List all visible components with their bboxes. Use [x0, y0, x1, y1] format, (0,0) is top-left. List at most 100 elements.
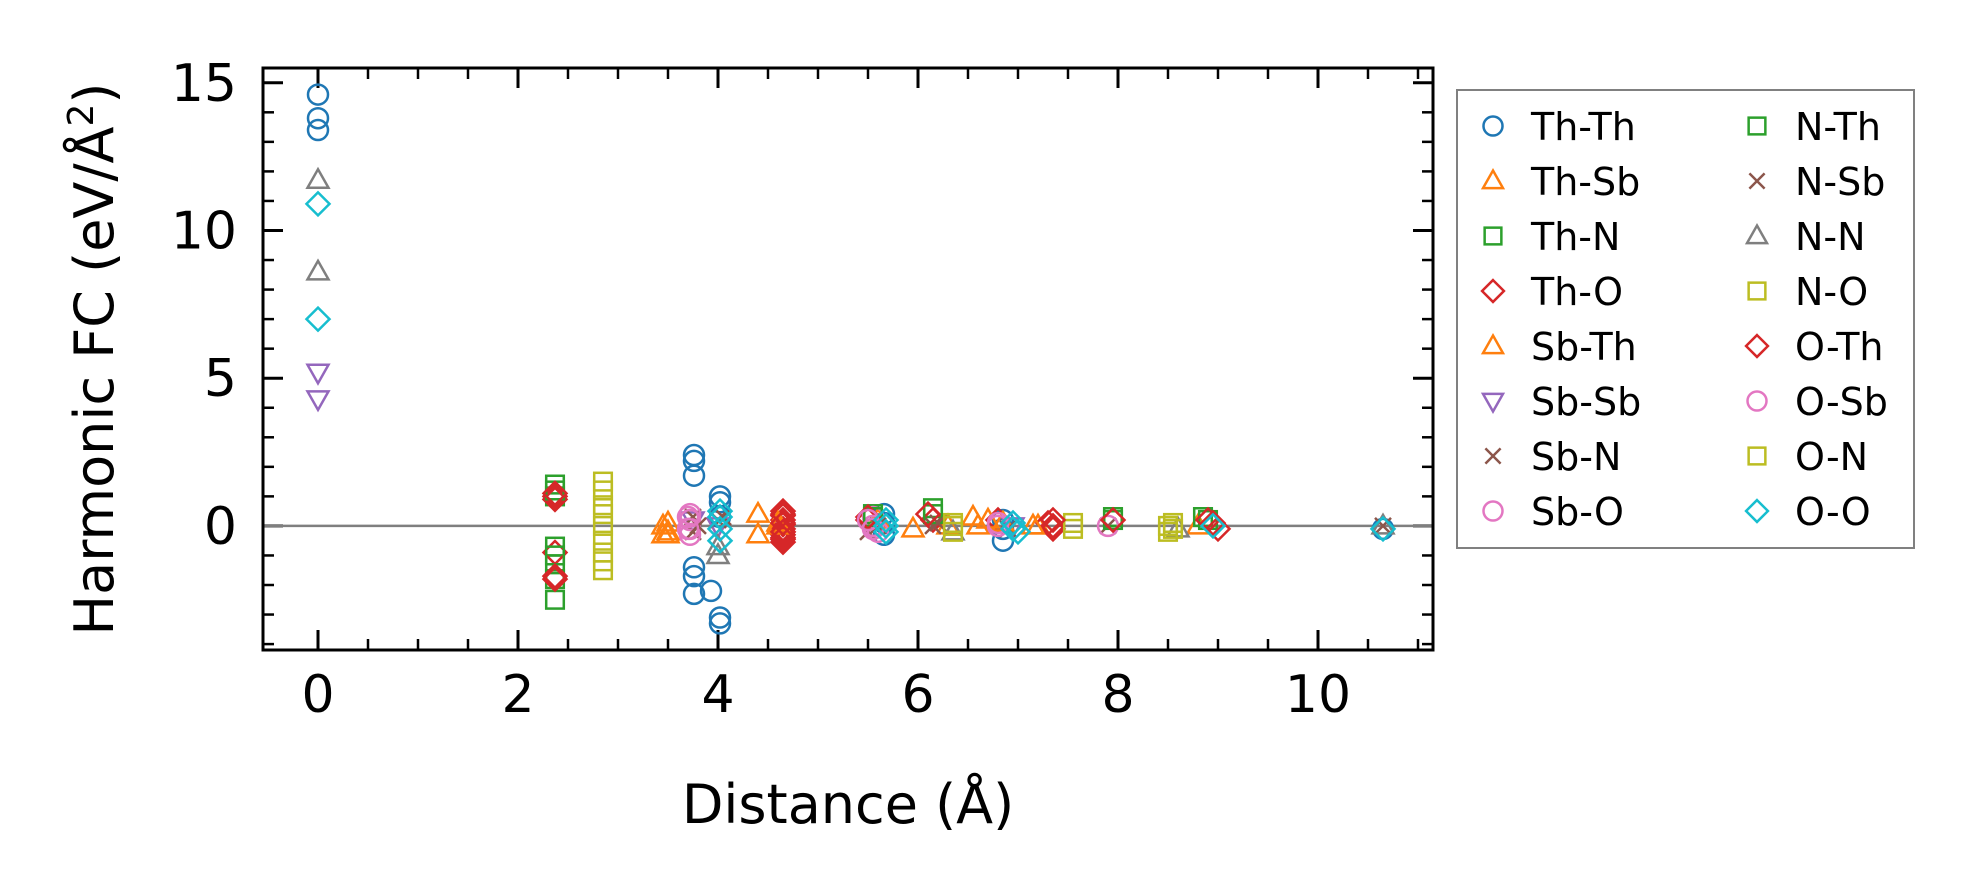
legend-entry: Sb-N	[1484, 435, 1621, 479]
data-point	[592, 551, 614, 572]
data-point	[714, 508, 732, 526]
data-point	[1004, 518, 1032, 546]
data-point	[914, 500, 942, 528]
legend-label: N-N	[1795, 215, 1866, 259]
legend: Th-Th Th-Sb Th-N Th-O Sb-Th Sb-Sb Sb-N Sb-O N-Th…	[1456, 89, 1915, 549]
legend-marker	[1482, 500, 1504, 522]
data-point	[305, 166, 331, 190]
y-tick-label: 10	[171, 201, 237, 261]
data-point	[682, 464, 706, 487]
legend-label: Th-Sb	[1530, 160, 1640, 204]
data-point	[986, 514, 1010, 538]
data-point	[304, 305, 332, 333]
legend-entry: Th-Th	[1482, 105, 1636, 149]
legend-label: N-O	[1795, 270, 1868, 314]
legend-entry: Th-Sb	[1480, 160, 1640, 204]
data-point	[706, 515, 734, 543]
legend-marker	[1747, 281, 1767, 301]
legend-entry: O-Th	[1744, 325, 1884, 369]
x-tick-label: 6	[901, 665, 934, 725]
legend-entry: O-N	[1747, 435, 1868, 479]
legend-marker	[1480, 333, 1506, 355]
legend-marker	[1480, 278, 1506, 304]
legend-marker	[1483, 226, 1503, 246]
legend-marker	[1482, 115, 1504, 137]
data-point	[1199, 509, 1227, 537]
x-tick-label: 2	[501, 665, 534, 725]
x-tick-labels: 0 2 4 6 8 10	[301, 665, 1351, 725]
data-point	[676, 517, 700, 541]
data-point	[655, 518, 681, 541]
data-point	[706, 497, 734, 525]
y-axis-label-main: Harmonic FC (eV/Å	[62, 126, 126, 635]
data-point	[655, 509, 681, 532]
legend-label: Sb-O	[1531, 490, 1624, 534]
legend-label: Sb-Sb	[1531, 380, 1641, 424]
data-point	[1162, 518, 1184, 539]
x-tick-label: 8	[1101, 665, 1134, 725]
data-point	[306, 106, 330, 130]
data-point	[1204, 515, 1232, 543]
data-point	[306, 118, 330, 142]
data-point	[655, 521, 681, 544]
data-point	[676, 505, 700, 529]
data-point	[900, 515, 926, 538]
legend-label: N-Th	[1795, 105, 1881, 149]
y-tick-label: 5	[204, 349, 237, 409]
legend-label: O-Th	[1795, 325, 1884, 369]
axis-ticks	[263, 68, 1433, 650]
legend-entry: N-O	[1747, 270, 1868, 314]
data-point	[1020, 512, 1046, 535]
data-point	[999, 509, 1027, 537]
legend-marker	[1744, 333, 1770, 359]
legend-marker	[1748, 172, 1766, 190]
data-point	[678, 508, 702, 532]
x-tick-label: 0	[301, 665, 334, 725]
x-tick-label: 4	[701, 665, 734, 725]
data-point	[872, 518, 900, 546]
legend-label: O-Sb	[1795, 380, 1888, 424]
data-point	[705, 541, 731, 565]
data-point	[1157, 521, 1179, 542]
legend-marker	[1480, 392, 1506, 414]
data-point	[922, 504, 944, 525]
data-point	[592, 515, 614, 536]
data-point	[306, 83, 330, 106]
data-point	[708, 491, 732, 514]
legend-entry: Sb-Sb	[1480, 380, 1641, 424]
plot-frame	[261, 66, 1435, 652]
data-point	[745, 521, 771, 544]
data-point	[872, 512, 900, 540]
legend-entry: Th-N	[1483, 215, 1620, 259]
data-point	[769, 509, 797, 537]
series-o-n	[592, 480, 1179, 572]
legend-entries: Th-Th Th-Sb Th-N Th-O Sb-Th Sb-Sb Sb-N Sb-O N-Th…	[1480, 105, 1888, 534]
y-tick-label: 0	[204, 497, 237, 557]
data-point	[699, 579, 723, 603]
data-markers	[304, 83, 1397, 635]
legend-entry: Th-O	[1480, 270, 1623, 314]
data-point	[682, 582, 706, 606]
data-point	[706, 527, 734, 554]
data-point	[305, 390, 331, 413]
y-axis-label-superscript: 2	[61, 104, 102, 127]
legend-label: Sb-Th	[1531, 325, 1637, 369]
y-tick-label: 15	[171, 54, 237, 114]
legend-entry: Sb-O	[1482, 490, 1624, 534]
data-point	[541, 562, 569, 590]
legend-marker	[1744, 223, 1770, 245]
legend-label: Th-N	[1530, 215, 1620, 259]
y-axis-label-close: )	[63, 83, 126, 104]
data-point	[592, 480, 614, 501]
legend-entry: Sb-Th	[1480, 325, 1637, 369]
data-point	[1062, 518, 1084, 539]
series-o-th	[541, 480, 1227, 590]
data-point	[769, 518, 797, 546]
data-point	[541, 565, 569, 593]
series-o-sb	[676, 505, 1010, 541]
data-point	[682, 564, 706, 588]
data-point	[682, 556, 706, 579]
legend-entry: O-Sb	[1746, 380, 1888, 424]
y-axis-label: Harmonic FC (eV/Å2)	[61, 83, 126, 636]
